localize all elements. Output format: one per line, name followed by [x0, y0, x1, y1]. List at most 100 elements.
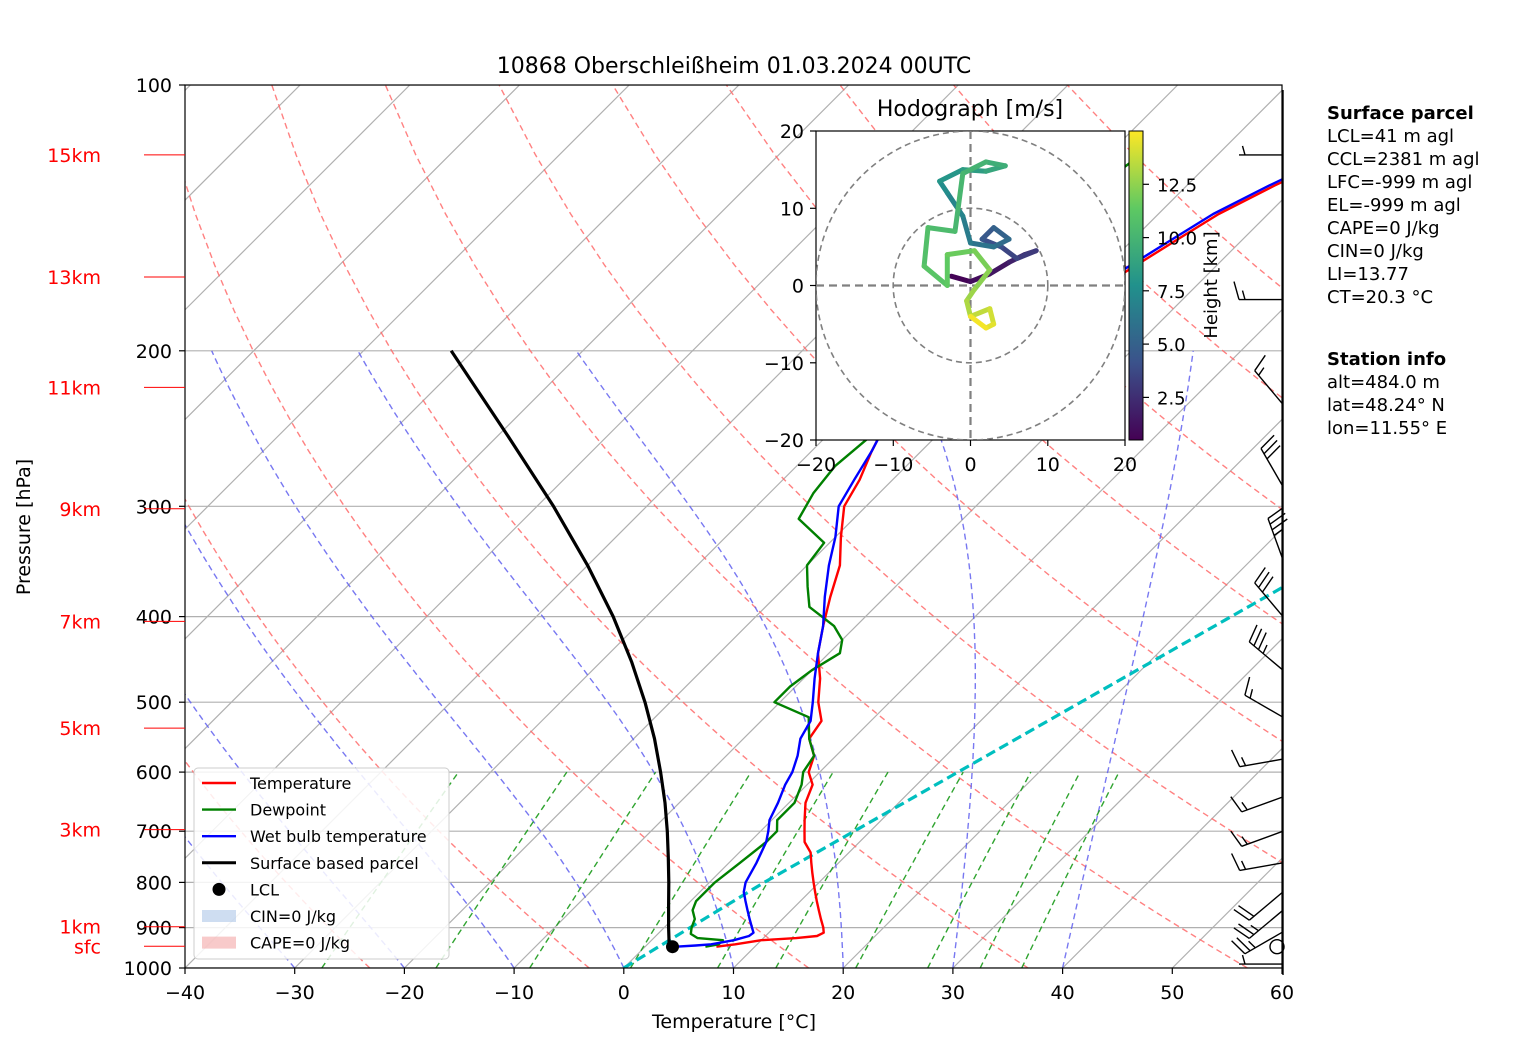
- hodograph-segment: [921, 263, 950, 288]
- hodo-x-tick-label: 10: [1036, 454, 1060, 476]
- colorbar-tick-label: 5.0: [1157, 335, 1186, 356]
- hodograph-segment: [968, 240, 997, 250]
- barb-half-flag: [1262, 644, 1268, 654]
- barb-flag: [1238, 905, 1255, 917]
- hodo-y-tick-label: 0: [792, 276, 804, 298]
- legend-box: [193, 767, 450, 960]
- barb-half-flag: [1249, 689, 1254, 699]
- barb-flag: [1238, 923, 1255, 936]
- info-lfc: LFC=-999 m agl: [1327, 172, 1473, 193]
- height-label: 1km: [59, 917, 101, 939]
- barb-flag: [1260, 434, 1275, 449]
- barb-flag: [1233, 927, 1250, 939]
- hodograph-segment: [971, 248, 993, 273]
- colorbar-ticks: 2.5 5.0 7.5 10.0 12.5: [1143, 175, 1197, 409]
- barb-shaft: [1248, 641, 1284, 671]
- calm-circle: [1269, 939, 1285, 955]
- hodograph-segment: [971, 267, 993, 292]
- hodo-x-tick-label: −10: [873, 454, 913, 476]
- legend-label: CAPE=0 J/kg: [250, 934, 350, 953]
- barb-flag: [1236, 937, 1251, 952]
- hodograph-segment: [983, 159, 1008, 169]
- barb-flag: [1254, 354, 1266, 372]
- isotherm-line: [513, 199, 1282, 968]
- x-tick-label: −20: [384, 982, 424, 1004]
- barb-half-flag: [1258, 367, 1265, 376]
- mixing-ratio-line: [435, 771, 568, 968]
- x-axis-label: Temperature [°C]: [651, 1011, 816, 1033]
- mixing-ratio-line: [529, 771, 657, 968]
- barb-half-flag: [1241, 145, 1246, 156]
- height-label: 9km: [59, 499, 101, 521]
- barb-flag: [1266, 445, 1281, 460]
- height-label: 7km: [59, 611, 101, 633]
- hodograph-segment: [960, 159, 989, 176]
- hodograph-segment: [987, 306, 997, 327]
- barb-shaft: [1244, 694, 1284, 718]
- height-label: 13km: [47, 267, 101, 289]
- barb-shaft: [1239, 862, 1284, 872]
- hodograph-ring: [892, 207, 1049, 364]
- colorbar-tick-label: 12.5: [1157, 175, 1197, 196]
- wind-barb: [1248, 624, 1284, 671]
- y-tick-label: 200: [136, 341, 172, 363]
- legend: Temperature Dewpoint Wet bulb temperature S…: [193, 767, 450, 960]
- barb-flag: [1257, 632, 1267, 650]
- barb-flag: [1231, 940, 1246, 955]
- legend-label: LCL: [250, 880, 279, 899]
- barb-flag: [1267, 507, 1284, 520]
- hodograph-segment: [952, 171, 966, 234]
- hodo-x-tick-label: 20: [1113, 454, 1137, 476]
- barb-flag: [1233, 909, 1250, 921]
- wind-barb: [1230, 796, 1284, 813]
- wind-barb: [1254, 354, 1284, 405]
- hodo-x-tick-label: −20: [796, 454, 836, 476]
- hodograph-segment: [968, 313, 989, 331]
- barb-half-flag: [1240, 756, 1247, 767]
- barb-shaft: [1241, 796, 1284, 813]
- hodograph-background: [815, 130, 1126, 441]
- barb-flag: [1233, 281, 1240, 300]
- legend-lcl: LCL: [212, 880, 279, 899]
- moist-adiabat: [357, 350, 735, 968]
- y-tick-label: 400: [136, 607, 172, 629]
- barb-half-flag: [1273, 529, 1283, 537]
- y-tick-label: 1000: [124, 958, 172, 980]
- barb-shaft: [1254, 582, 1284, 618]
- wind-barb: [1231, 931, 1284, 955]
- hodograph-segment: [921, 225, 931, 269]
- legend-surface-parcel: Surface based parcel: [202, 854, 419, 873]
- hodograph-segment: [944, 190, 966, 219]
- hodograph-ticks: −20 −10 0 10 20 20 10 0 −10 −20: [764, 121, 1137, 476]
- barb-flag: [1253, 628, 1263, 647]
- x-tick-label: 60: [1270, 982, 1294, 1004]
- x-tick-label: −10: [494, 982, 534, 1004]
- station-info-title: Station info: [1327, 349, 1447, 370]
- isotherm-line: [185, 85, 740, 640]
- info-cape: CAPE=0 J/kg: [1327, 218, 1440, 239]
- info-lat: lat=48.24° N: [1327, 395, 1445, 416]
- barb-shaft: [1254, 370, 1284, 405]
- station-info-panel: Station info alt=484.0 m lat=48.24° N lo…: [1327, 348, 1447, 440]
- wind-barb: [1239, 954, 1283, 965]
- colorbar-tick-label: 10.0: [1157, 229, 1197, 250]
- barb-flag: [1244, 676, 1251, 696]
- isotherm-line: [733, 418, 1282, 968]
- wind-barb: [1233, 891, 1284, 921]
- legend-wet-bulb: Wet bulb temperature: [202, 827, 427, 846]
- hodograph-segment: [991, 225, 1012, 242]
- hodograph-segment: [960, 213, 973, 246]
- colorbar-label: Height [km]: [1201, 231, 1222, 338]
- barb-half-flag: [1241, 801, 1248, 811]
- wind-barb: [1230, 853, 1284, 872]
- y-axis-label: Pressure [hPa]: [13, 459, 35, 595]
- isotherm-line: [842, 528, 1282, 968]
- height-label: 5km: [59, 718, 101, 740]
- legend-label: Wet bulb temperature: [250, 827, 427, 846]
- dry-adiabat: [185, 497, 590, 968]
- y-tick-label: 700: [136, 821, 172, 843]
- barb-flag: [1230, 853, 1241, 871]
- hodograph-segment: [964, 298, 973, 319]
- barb-flag: [1261, 576, 1274, 593]
- hodo-y-tick-label: 20: [780, 121, 804, 143]
